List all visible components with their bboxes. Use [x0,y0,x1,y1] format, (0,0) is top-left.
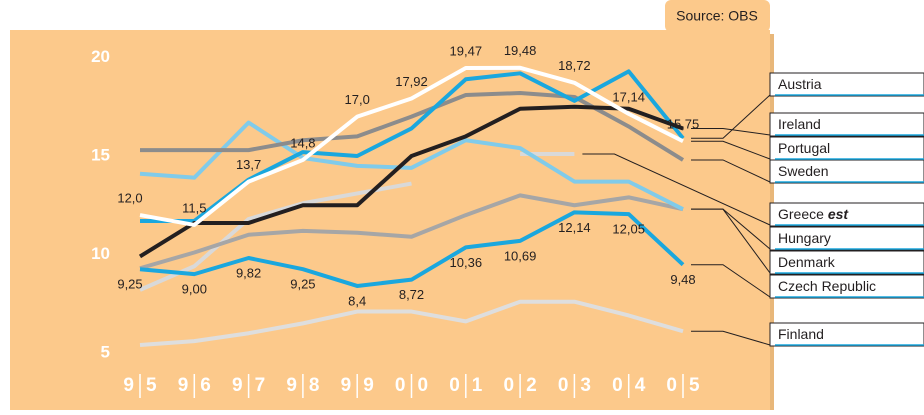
data-label: 12,05 [612,222,645,237]
legend-name: Ireland [778,116,821,132]
legend-box [769,112,924,137]
data-label: 17,0 [345,92,370,107]
series-line [139,210,685,288]
source: Source: OBS [676,8,758,24]
data-label: 12,14 [558,220,591,235]
leader-line [691,330,771,346]
legend-box [769,322,924,347]
data-label: 9,25 [117,277,142,292]
legend-name: Greece [778,206,824,222]
source-tab [665,0,770,32]
legend-label: Hungary [778,230,831,246]
panel [10,30,770,410]
data-label: 11,5 [182,200,206,215]
y-tick-label: 10 [91,244,110,263]
series-line [139,193,684,271]
legend-name: Austria [778,76,822,92]
x-tick-label: 98 [286,375,331,396]
legend-name: Czech Republic [778,278,876,294]
data-label: 15,75 [667,117,700,132]
x-tick-label: 97 [232,375,277,396]
legend-label: Austria [778,76,822,92]
legend-name: Hungary [778,230,831,246]
series-line [139,65,684,227]
estimate-note: est [828,206,850,222]
data-label: 12,0 [117,191,142,206]
legend-label: Sweden [778,163,829,179]
legend-box [769,250,924,275]
legend-label: Ireland [778,116,821,132]
x-tick-label: 01 [449,375,494,396]
leader-line [691,127,771,136]
data-label: 13,7 [236,157,261,172]
y-tick-label: 15 [91,145,110,164]
x-tick-label: 99 [341,375,386,396]
data-label: 10,69 [504,248,537,263]
legend-name: Sweden [778,163,829,179]
data-label: 10,36 [450,255,483,270]
x-tick-label: 04 [612,375,657,396]
legend-label: Finland [778,326,824,342]
data-label: 9,82 [236,265,261,280]
x-tick-label: 02 [504,375,549,396]
data-label: 17,14 [612,89,645,104]
legend: Finland Greece est Denmark Hungary Sweden Cze… [769,72,924,347]
legend-label: Portugal [778,140,830,156]
series-line [138,104,684,259]
data-label: 17,92 [395,74,428,89]
data-label: 8,72 [399,287,424,302]
x-tick-label: 03 [558,375,603,396]
data-label: 19,48 [504,43,537,58]
leader-line [691,94,771,139]
y-tick-label: 5 [101,342,110,361]
legend-name: Portugal [778,140,830,156]
leader-line [691,159,771,183]
leader-line [691,208,771,250]
leader-line [691,264,771,298]
legend-label: Denmark [778,254,836,270]
legend-name: Finland [778,326,824,342]
data-label: 8,4 [348,293,366,308]
legend-box [769,226,924,251]
legend-box [769,202,924,227]
legend-label: Greece est [778,206,849,222]
leader-line [582,153,771,226]
x-tick-label: 00 [395,375,440,396]
leader-line [691,140,771,160]
data-label: 9,48 [670,272,695,287]
data-label: 9,25 [290,277,315,292]
x-tick-label: 95 [123,375,168,396]
legend-label: Czech Republic [778,278,876,294]
data-label: 19,47 [450,43,483,58]
legend-name: Denmark [778,254,836,270]
x-tick-label: 96 [178,375,223,396]
x-tick-label: 05 [666,375,711,396]
legend-box [769,274,924,299]
series-line [139,120,684,211]
series-line [139,299,684,348]
data-label: 14,8 [290,135,315,150]
legend-box [769,72,924,97]
data-label: 18,72 [558,58,591,73]
legend-box [769,136,924,161]
data-label: 9,00 [182,282,207,297]
y-tick-label: 20 [91,47,110,66]
